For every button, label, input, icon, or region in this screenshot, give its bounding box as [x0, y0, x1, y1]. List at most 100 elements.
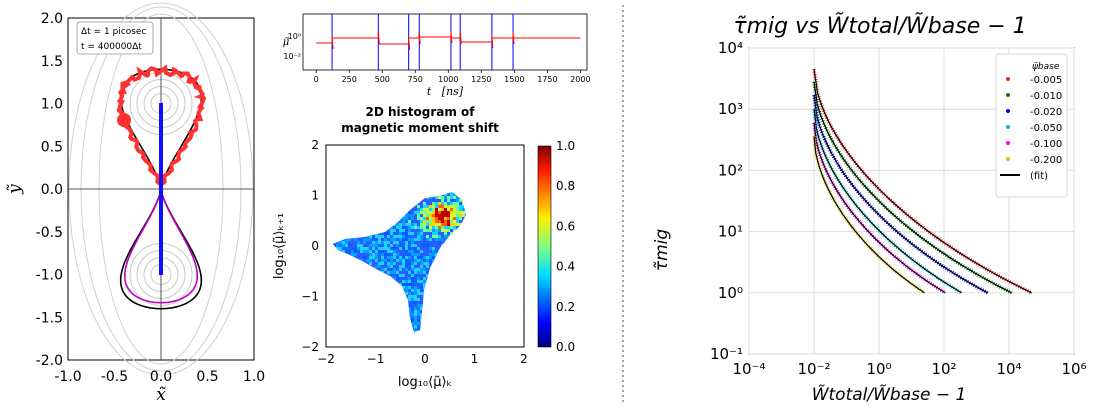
- histogram-cell: [405, 256, 408, 259]
- histogram-cell: [363, 256, 366, 259]
- histogram-cell: [423, 220, 426, 223]
- histogram-cell: [420, 226, 423, 229]
- y-tick-labels: 10⁻¹ 10⁰ 10¹ 10² 10³ 10⁴: [710, 39, 743, 363]
- histogram-cell: [345, 244, 348, 247]
- histogram-cell: [444, 214, 447, 217]
- histogram-cell: [387, 250, 390, 253]
- y-tick-label: -1.5: [36, 310, 63, 326]
- histogram-cell: [393, 229, 396, 232]
- legend-marker: [1006, 125, 1010, 129]
- histogram-cell: [375, 265, 378, 268]
- histogram-cell: [402, 229, 405, 232]
- histogram-cell: [417, 247, 420, 250]
- histogram-cell: [414, 298, 417, 301]
- colorbar-tick-label: 0.0: [556, 340, 575, 354]
- histogram-cell: [420, 313, 423, 316]
- histogram-cell: [399, 268, 402, 271]
- x-axis-label: x̃: [156, 385, 166, 405]
- histogram-cell: [450, 211, 453, 214]
- histogram-cell: [444, 205, 447, 208]
- histogram-cell: [438, 226, 441, 229]
- histogram-cell: [426, 208, 429, 211]
- histogram-cell: [444, 217, 447, 220]
- histogram-cell: [405, 247, 408, 250]
- histogram-cell: [414, 319, 417, 322]
- histogram-cell: [375, 253, 378, 256]
- histogram-cell: [441, 205, 444, 208]
- histogram-cell: [420, 250, 423, 253]
- histogram-cell: [411, 250, 414, 253]
- histogram-cell: [438, 217, 441, 220]
- histogram-cell: [411, 268, 414, 271]
- histogram-cell: [411, 241, 414, 244]
- histogram-cell: [399, 223, 402, 226]
- histogram-cell: [447, 214, 450, 217]
- histogram-cell: [417, 208, 420, 211]
- y-axis-label: log₁₀⟨μ̃⟩ₖ₊₁: [272, 213, 287, 279]
- histogram-cell: [432, 250, 435, 253]
- histogram-cell: [366, 250, 369, 253]
- histogram-cell: [450, 232, 453, 235]
- histogram-cell: [450, 205, 453, 208]
- histogram-cell: [444, 208, 447, 211]
- histogram-cell: [414, 241, 417, 244]
- histogram-cell: [432, 235, 435, 238]
- histogram-cell: [441, 217, 444, 220]
- histogram-cell: [444, 232, 447, 235]
- histogram-cell: [453, 205, 456, 208]
- histogram-cell: [420, 235, 423, 238]
- histogram-cell: [423, 286, 426, 289]
- histogram-cell: [381, 241, 384, 244]
- histogram-cell: [462, 205, 465, 208]
- histogram-cell: [408, 256, 411, 259]
- histogram-cell: [426, 223, 429, 226]
- histogram-cell: [378, 244, 381, 247]
- histogram-cell: [387, 259, 390, 262]
- histogram-cell: [408, 214, 411, 217]
- histogram-cell: [444, 226, 447, 229]
- histogram-cell: [432, 205, 435, 208]
- histogram-cell: [411, 298, 414, 301]
- histogram-cell: [453, 214, 456, 217]
- histogram-cell: [408, 229, 411, 232]
- y-axis-label: μ̃: [283, 37, 290, 48]
- histogram-cell: [429, 226, 432, 229]
- histogram-cell: [396, 229, 399, 232]
- histogram-cell: [414, 211, 417, 214]
- histogram-cell: [378, 265, 381, 268]
- x-tick-label: 10⁻²: [797, 360, 830, 378]
- histogram-cell: [429, 205, 432, 208]
- histogram-cell: [417, 238, 420, 241]
- histogram-cell: [438, 208, 441, 211]
- histogram-cell: [402, 265, 405, 268]
- histogram-cell: [453, 193, 456, 196]
- y-tick-label: 0.5: [41, 139, 63, 155]
- histogram-cell: [393, 232, 396, 235]
- histogram-cell: [390, 238, 393, 241]
- x-tick-label: 250: [342, 75, 357, 84]
- histogram-title-line-2: magnetic moment shift: [341, 121, 499, 135]
- histogram-cell: [411, 313, 414, 316]
- histogram-cell: [393, 250, 396, 253]
- histogram-cell: [432, 253, 435, 256]
- histogram-cell: [435, 196, 438, 199]
- histogram-cell: [441, 208, 444, 211]
- histogram-cell: [426, 271, 429, 274]
- time-series-axes: [302, 13, 588, 71]
- histogram-cell: [414, 247, 417, 250]
- histogram-cell: [411, 253, 414, 256]
- histogram-cell: [435, 235, 438, 238]
- trajectory-panel: Δt = 1 picosec t = 400000Δt -1.0 -0.5 0.0 0…: [5, 2, 265, 405]
- histogram-cell: [375, 244, 378, 247]
- histogram-cell: [339, 244, 342, 247]
- x-tick-labels: −2 −1 0 1 2: [317, 352, 528, 366]
- histogram-panel: 2D histogram of magnetic moment shift −2…: [272, 105, 575, 390]
- histogram-cell: [378, 235, 381, 238]
- histogram-cell: [450, 208, 453, 211]
- histogram-cell: [423, 208, 426, 211]
- histogram-cell: [402, 247, 405, 250]
- legend-marker: [1006, 109, 1010, 113]
- histogram-cell: [444, 223, 447, 226]
- histogram-cell: [417, 268, 420, 271]
- histogram-cell: [390, 265, 393, 268]
